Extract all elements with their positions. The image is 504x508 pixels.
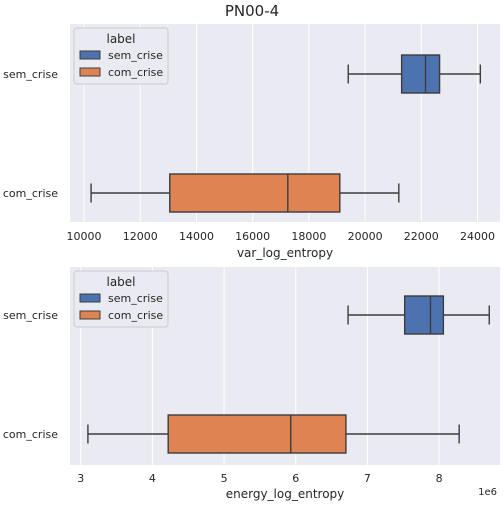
box-com-crise xyxy=(87,414,460,454)
box-sem-crise xyxy=(347,295,490,335)
boxes xyxy=(87,295,490,454)
iqr-box-sem-crise xyxy=(400,54,441,94)
y-tick-labels: sem_crise com_crise xyxy=(3,309,58,441)
x-tick-label: 7 xyxy=(364,472,371,485)
legend-title: label xyxy=(106,32,135,46)
figure-title: PN00-4 xyxy=(225,2,279,20)
y-tick-label-com-crise: com_crise xyxy=(3,428,58,441)
box-com-crise xyxy=(90,173,400,213)
box-sem-crise xyxy=(347,54,482,94)
x-tick-label: 6 xyxy=(292,472,299,485)
legend-label-sem-crise: sem_crise xyxy=(108,292,163,305)
x-tick-label: 16000 xyxy=(235,230,270,243)
x-tick-label: 18000 xyxy=(291,230,326,243)
x-axis-offset-label: 1e6 xyxy=(478,487,497,498)
x-tick-label: 22000 xyxy=(404,230,439,243)
y-tick-labels: sem_crise com_crise xyxy=(3,68,58,200)
iqr-box-com-crise xyxy=(167,414,347,454)
iqr-box-com-crise xyxy=(169,173,341,213)
legend-swatch-com-crise xyxy=(79,67,101,77)
legend: label sem_crise com_crise xyxy=(73,27,169,85)
chart-energy-log-entropy: sem_crise com_crise 3 4 5 6 7 8 energy_log_ent… xyxy=(3,267,500,501)
y-tick-label-com-crise: com_crise xyxy=(3,187,58,200)
x-tick-label: 20000 xyxy=(348,230,383,243)
y-tick-label-sem-crise: sem_crise xyxy=(3,68,58,81)
x-tick-label: 3 xyxy=(77,472,84,485)
legend-label-sem-crise: sem_crise xyxy=(108,49,163,62)
x-tick-label: 10000 xyxy=(67,230,102,243)
x-tick-label: 4 xyxy=(149,472,156,485)
legend-label-com-crise: com_crise xyxy=(108,309,163,322)
boxes xyxy=(90,54,482,213)
legend: label sem_crise com_crise xyxy=(73,270,169,328)
legend-swatch-com-crise xyxy=(79,310,101,320)
legend-swatch-sem-crise xyxy=(79,293,101,303)
x-tick-labels: 3 4 5 6 7 8 xyxy=(77,472,442,485)
x-tick-label: 12000 xyxy=(123,230,158,243)
legend-label-com-crise: com_crise xyxy=(108,66,163,79)
iqr-box-sem-crise xyxy=(403,295,445,335)
x-tick-label: 24000 xyxy=(460,230,495,243)
x-tick-labels: 10000 12000 14000 16000 18000 20000 22000 24000 xyxy=(67,230,495,243)
x-tick-label: 5 xyxy=(221,472,228,485)
x-axis-label: energy_log_entropy xyxy=(226,487,345,501)
y-tick-label-sem-crise: sem_crise xyxy=(3,309,58,322)
x-axis-label: var_log_entropy xyxy=(237,246,333,260)
x-tick-label: 14000 xyxy=(179,230,214,243)
x-tick-label: 8 xyxy=(436,472,443,485)
legend-swatch-sem-crise xyxy=(79,50,101,60)
legend-title: label xyxy=(106,275,135,289)
